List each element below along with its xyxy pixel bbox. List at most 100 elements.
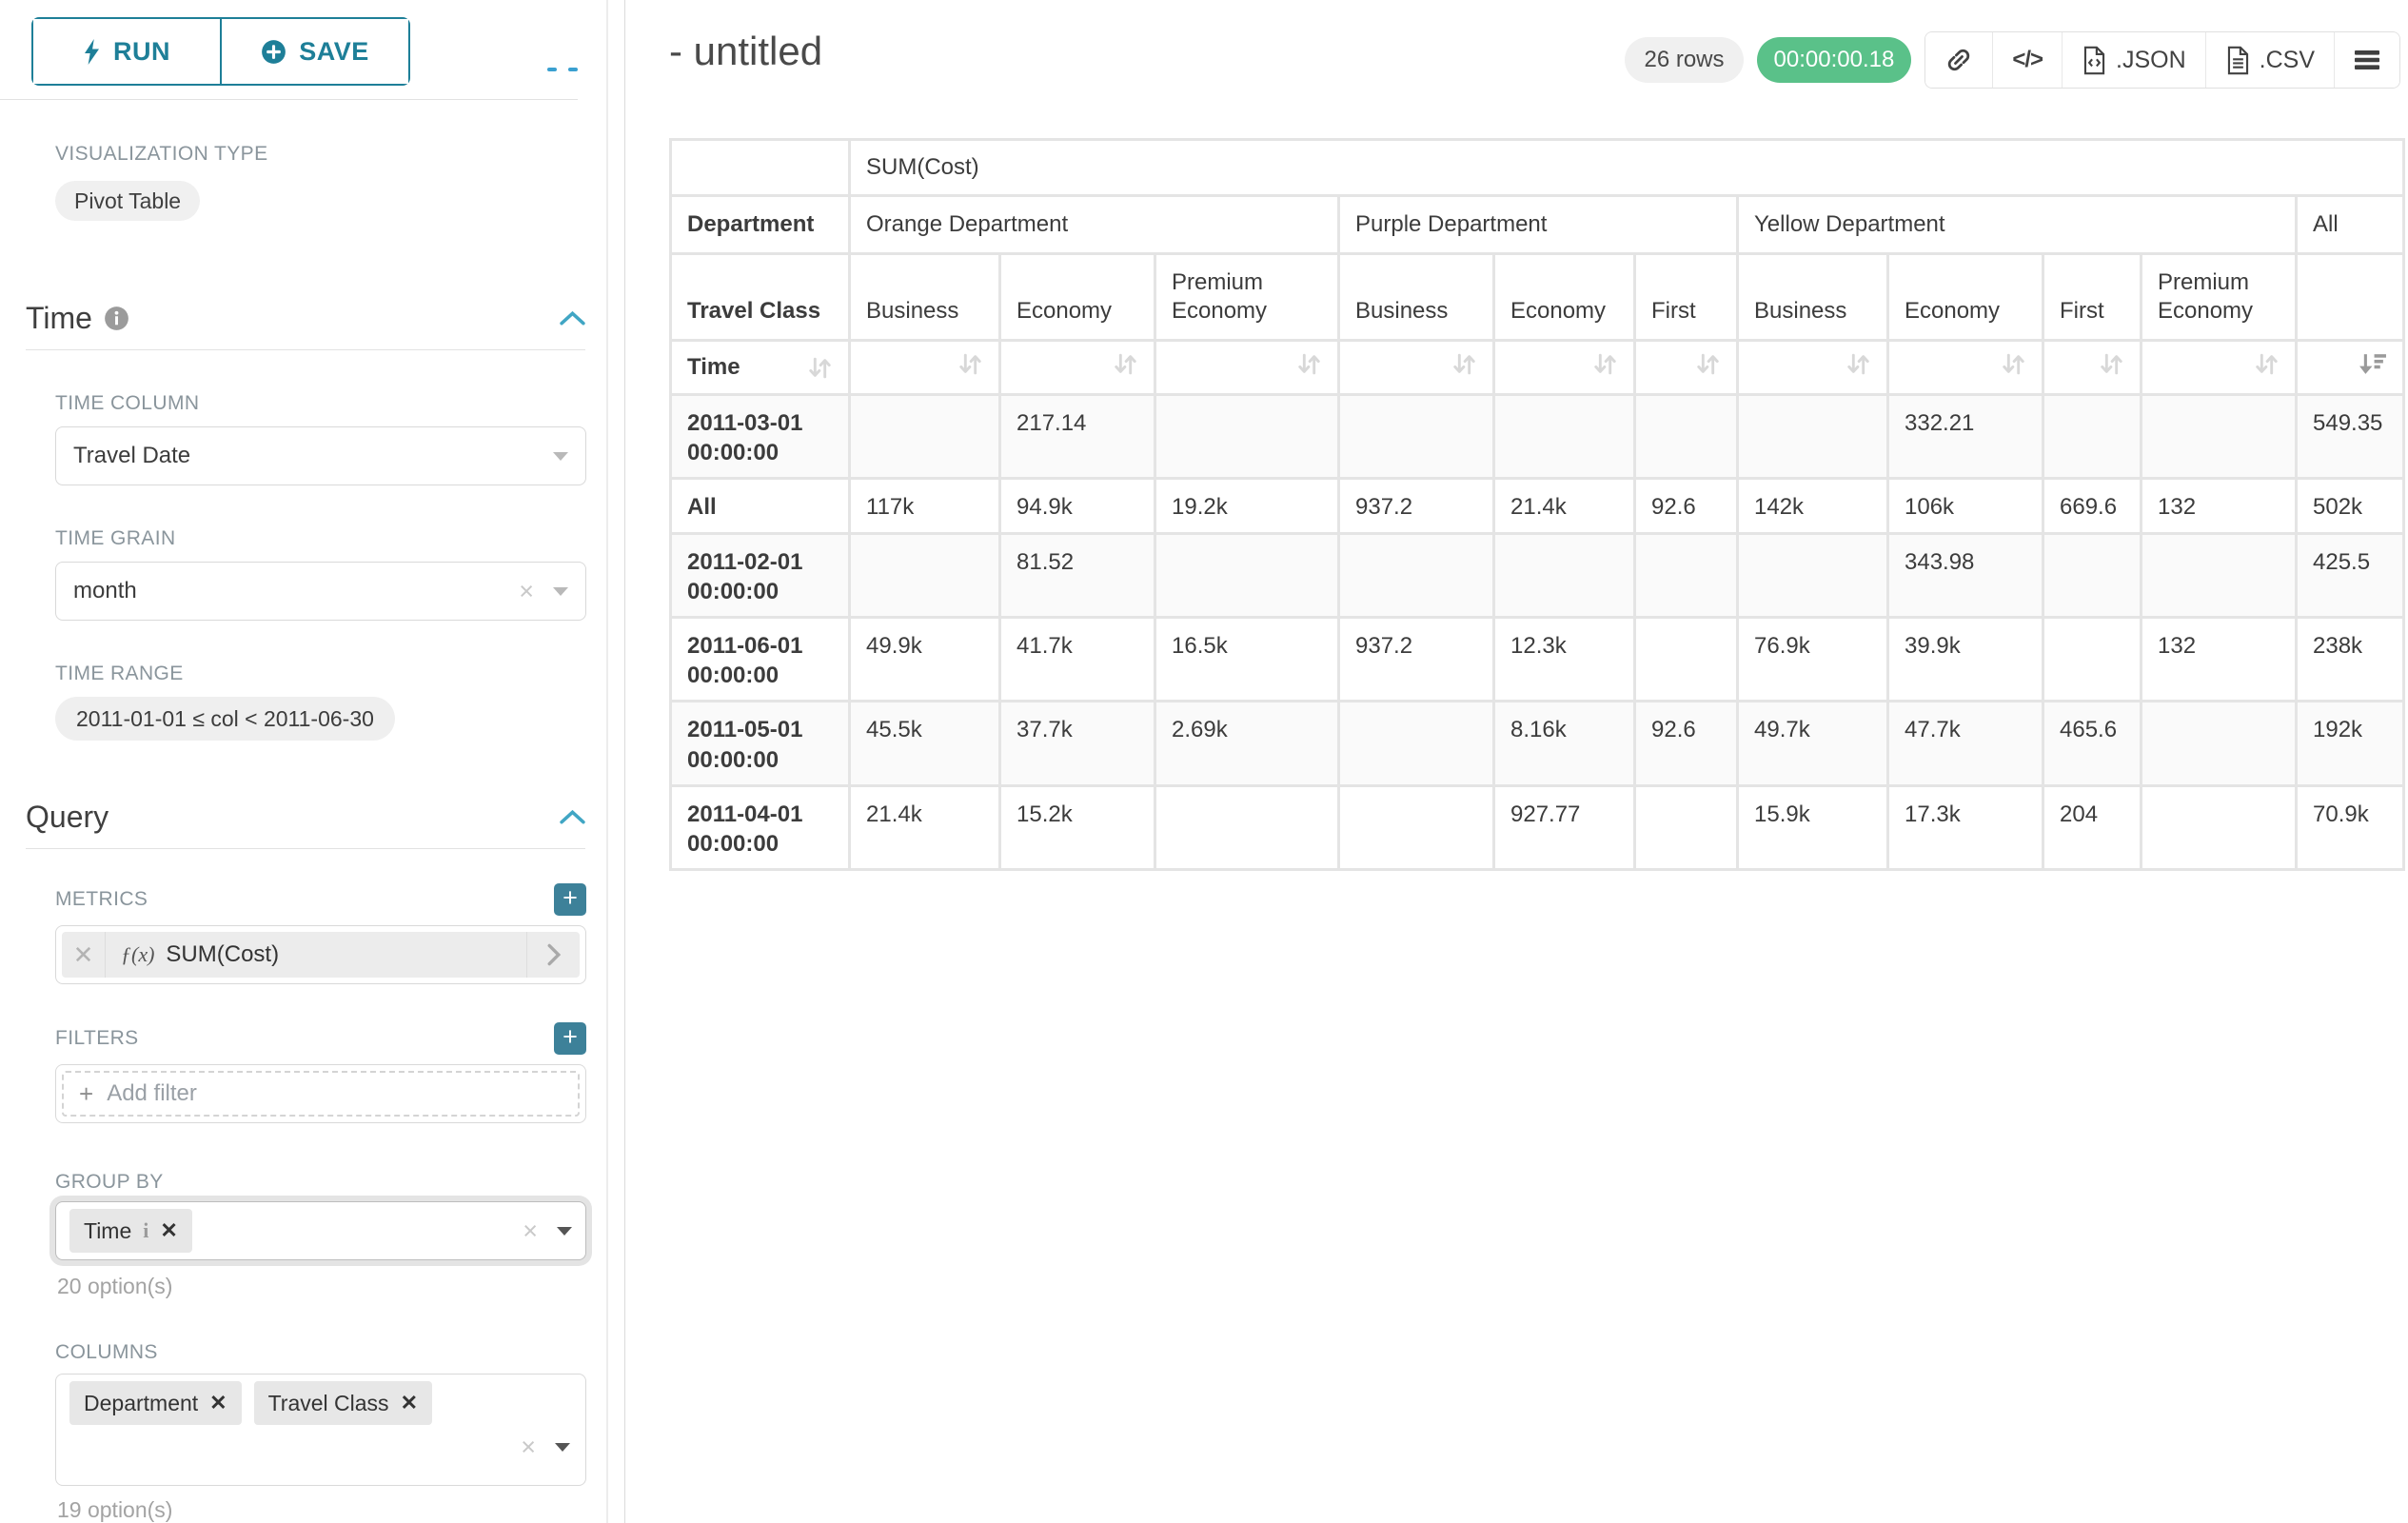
column-sort-cell[interactable] [2142, 342, 2295, 393]
pivot-value-cell: 15.2k [1001, 786, 1154, 869]
clear-icon[interactable]: × [523, 1216, 538, 1245]
remove-chip-icon[interactable]: ✕ [160, 1218, 178, 1242]
sort-icon[interactable] [1451, 351, 1477, 377]
chart-title[interactable]: - untitled [669, 29, 823, 73]
sort-icon[interactable] [1592, 351, 1618, 377]
pivot-value-cell [2142, 396, 2295, 478]
pivot-value-cell: 12.3k [1495, 618, 1633, 701]
row-count-badge: 26 rows [1625, 37, 1744, 83]
visualization-type-value[interactable]: Pivot Table [55, 181, 201, 221]
travel-class-header-cell: First [2044, 255, 2140, 339]
sort-icon[interactable] [2099, 351, 2124, 377]
sort-icon[interactable] [2254, 351, 2280, 377]
pivot-value-cell: 70.9k [2298, 786, 2402, 869]
travel-class-header-cell: Business [1340, 255, 1492, 339]
pivot-value-cell: 92.6 [1636, 702, 1736, 784]
column-sort-cell[interactable] [2298, 342, 2402, 393]
run-button[interactable]: RUN [33, 19, 220, 84]
time-range-value[interactable]: 2011-01-01 ≤ col < 2011-06-30 [55, 697, 395, 741]
control-panel-sidebar: Chart Type RUN SAVE VISUALIZATION TYPE P… [0, 0, 625, 1523]
save-button[interactable]: SAVE [220, 19, 408, 84]
sort-icon[interactable] [2001, 351, 2026, 377]
pivot-value-cell: 37.7k [1001, 702, 1154, 784]
chevron-right-icon[interactable] [526, 932, 580, 978]
remove-metric-icon[interactable]: ✕ [62, 932, 106, 978]
pivot-value-cell: 45.5k [851, 702, 998, 784]
sidebar-controls: VISUALIZATION TYPE Pivot Table Time TIME… [0, 0, 624, 1523]
columns-chip[interactable]: Travel Class ✕ [253, 1381, 432, 1425]
sort-icon[interactable] [1845, 351, 1871, 377]
chevron-up-icon[interactable] [560, 310, 585, 326]
view-query-button[interactable]: </> [1992, 32, 2063, 88]
time-grain-label: TIME GRAIN [55, 527, 176, 549]
clear-icon[interactable]: × [519, 576, 534, 605]
columns-chip[interactable]: Department ✕ [69, 1381, 242, 1425]
copy-link-button[interactable] [1925, 32, 1993, 88]
pivot-value-cell: 937.2 [1340, 480, 1492, 532]
link-icon [1948, 49, 1970, 71]
sidebar-scrollbar[interactable] [606, 0, 608, 1523]
columns-label: COLUMNS [55, 1341, 158, 1363]
columns-select[interactable]: Department ✕ Travel Class ✕ × [55, 1374, 586, 1486]
clipped-icon [547, 68, 557, 71]
remove-chip-icon[interactable]: ✕ [400, 1391, 418, 1414]
metric-name: SUM(Cost) [166, 941, 280, 967]
csv-label: .CSV [2259, 46, 2315, 73]
time-column-select[interactable]: Travel Date [55, 426, 586, 485]
info-icon [104, 306, 129, 331]
export-csv-button[interactable]: .CSV [2204, 32, 2334, 88]
column-sort-cell[interactable] [1636, 342, 1736, 393]
columns-options-hint: 19 option(s) [57, 1497, 173, 1522]
query-section-header: Query [26, 800, 585, 835]
column-sort-cell[interactable] [1739, 342, 1886, 393]
metrics-label: METRICS [55, 888, 148, 910]
column-sort-cell[interactable] [1889, 342, 2042, 393]
pivot-value-cell: 238k [2298, 618, 2402, 701]
pivot-value-cell: 21.4k [1495, 480, 1633, 532]
group-by-select[interactable]: Time i ✕ × [55, 1201, 586, 1260]
sort-icon[interactable] [1296, 351, 1322, 377]
export-json-button[interactable]: .JSON [2062, 32, 2205, 88]
section-divider [26, 349, 585, 350]
sort-icon[interactable] [807, 355, 833, 381]
time-grain-select[interactable]: month × [55, 562, 586, 621]
clear-icon[interactable]: × [521, 1433, 536, 1461]
pivot-data-row: 2011-02-01 00:00:00 81.52 343.98 425.5 [672, 534, 2402, 616]
column-sort-cell[interactable] [851, 342, 998, 393]
column-sort-cell[interactable] [1001, 342, 1154, 393]
pivot-value-cell [1156, 786, 1337, 869]
add-filter-plus-button[interactable]: + [554, 1022, 586, 1055]
travel-class-header-cell: Economy [1495, 255, 1633, 339]
metric-main: ƒ(x) SUM(Cost) [106, 941, 526, 968]
pivot-value-cell: 16.5k [1156, 618, 1337, 701]
more-menu-button[interactable] [2334, 32, 2399, 88]
pivot-value-cell [2044, 534, 2140, 616]
department-group-cell: Yellow Department [1739, 197, 2295, 252]
column-sort-cell[interactable] [2044, 342, 2140, 393]
column-sort-cell[interactable] [1340, 342, 1492, 393]
metric-pill[interactable]: ✕ ƒ(x) SUM(Cost) [62, 932, 580, 978]
add-filter-button[interactable]: + Add filter [62, 1071, 580, 1117]
travel-class-header-cell: Premium Economy [2142, 255, 2295, 339]
sort-icon[interactable] [1113, 351, 1138, 377]
column-sort-cell[interactable] [1156, 342, 1337, 393]
group-by-label: GROUP BY [55, 1171, 164, 1193]
pivot-value-cell: 92.6 [1636, 480, 1736, 532]
pivot-value-cell: 192k [2298, 702, 2402, 784]
file-code-icon [2083, 46, 2105, 74]
metrics-label-row: METRICS + [55, 883, 586, 916]
query-section-title: Query [26, 800, 109, 834]
sort-icon[interactable] [957, 351, 983, 377]
remove-chip-icon[interactable]: ✕ [209, 1391, 227, 1414]
pivot-table-container: SUM(Cost) Department Orange Department Purp… [669, 138, 2405, 872]
add-metric-button[interactable]: + [554, 883, 586, 916]
chevron-up-icon[interactable] [560, 809, 585, 825]
column-sort-cell[interactable] [1495, 342, 1633, 393]
travel-class-dimension-cell: Travel Class [672, 255, 848, 339]
time-sort-cell[interactable]: Time [672, 342, 848, 393]
sort-descending-icon[interactable] [2358, 351, 2387, 377]
sort-icon[interactable] [1695, 351, 1721, 377]
caret-down-icon[interactable] [557, 1226, 572, 1236]
group-by-chip[interactable]: Time i ✕ [69, 1209, 192, 1253]
caret-down-icon[interactable] [555, 1443, 570, 1452]
